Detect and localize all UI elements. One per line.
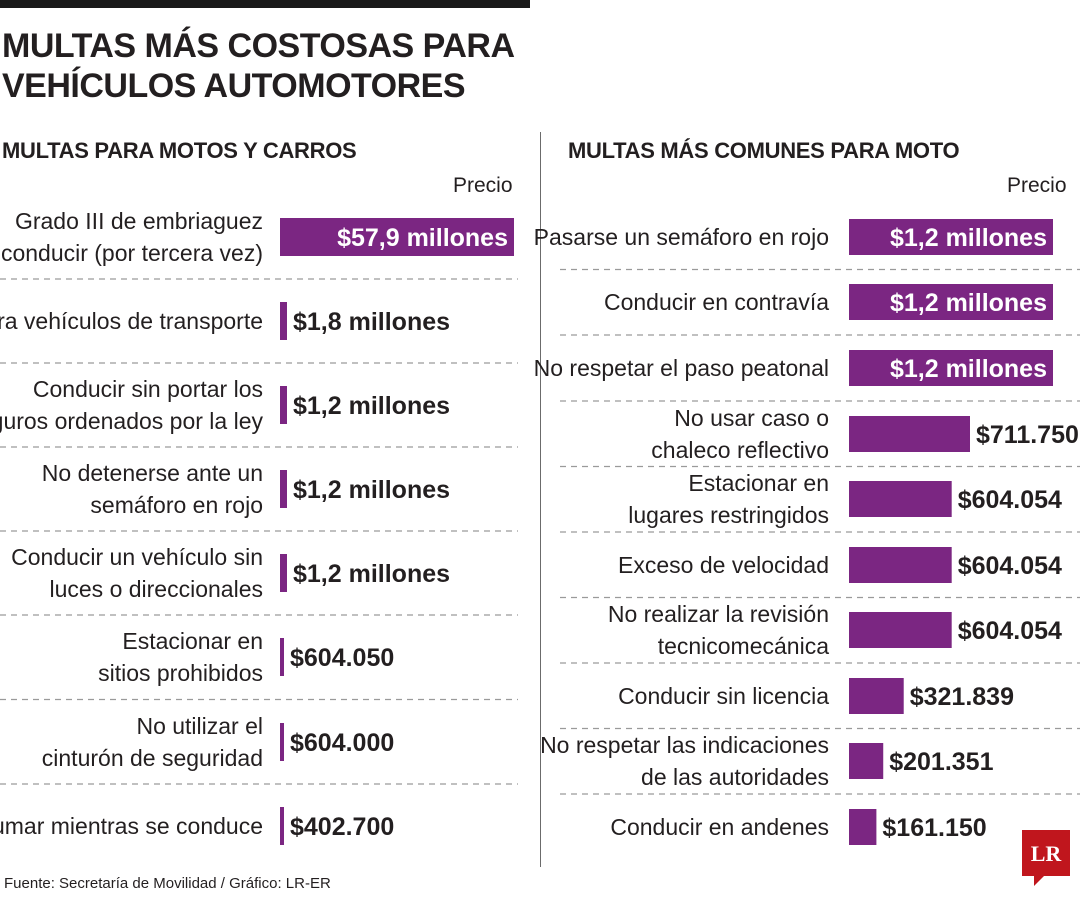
category-label: No usar caso o bbox=[674, 405, 829, 431]
category-label: Conducir sin portar los bbox=[33, 376, 263, 402]
bar bbox=[280, 554, 287, 592]
category-label: No respetar el paso peatonal bbox=[534, 355, 829, 381]
value-label: $321.839 bbox=[910, 683, 1014, 711]
right-price-header: Precio bbox=[1007, 174, 1067, 197]
left-chart-subtitle: MULTAS PARA MOTOS Y CARROS bbox=[2, 138, 357, 163]
category-label: tecnicomecánica bbox=[658, 633, 830, 659]
bar bbox=[849, 809, 877, 845]
lr-logo: LR bbox=[1022, 830, 1070, 886]
category-label: al conducir (por tercera vez) bbox=[0, 240, 263, 266]
top-rule bbox=[0, 0, 530, 8]
value-label: $1,2 millones bbox=[890, 224, 1047, 252]
category-label: Pasarse un semáforo en rojo bbox=[534, 224, 829, 250]
bar bbox=[280, 723, 284, 761]
category-label: No detenerse ante un bbox=[42, 460, 263, 486]
left-price-header: Precio bbox=[453, 174, 513, 197]
value-label: $1,2 millones bbox=[890, 355, 1047, 383]
bar bbox=[849, 350, 1053, 386]
bar bbox=[849, 219, 1053, 255]
category-label: semáforo en rojo bbox=[90, 492, 263, 518]
right-chart-subtitle: MULTAS MÁS COMUNES PARA MOTO bbox=[568, 138, 960, 163]
column-divider bbox=[540, 132, 541, 867]
value-label: $161.150 bbox=[882, 814, 986, 842]
category-label: No realizar la revisión bbox=[608, 601, 829, 627]
category-label: Fumar mientras se conduce bbox=[0, 813, 263, 839]
right-bar-chart: Pasarse un semáforo en rojo $1,2 millones… bbox=[534, 219, 1080, 845]
category-label: sitios prohibidos bbox=[98, 660, 263, 686]
category-label: Estacionar en bbox=[122, 628, 263, 654]
bar bbox=[280, 807, 284, 845]
bar bbox=[280, 638, 284, 676]
title-line-2: VEHÍCULOS AUTOMOTORES bbox=[2, 67, 466, 105]
category-label: de las autoridades bbox=[641, 764, 829, 790]
bar bbox=[849, 284, 1053, 320]
value-label: $57,9 millones bbox=[337, 224, 508, 252]
value-label: $1,2 millones bbox=[293, 560, 450, 588]
category-label: luces o direccionales bbox=[49, 576, 263, 602]
category-label: Conducir en contravía bbox=[604, 289, 829, 315]
category-label: Estacionar en bbox=[688, 470, 829, 496]
left-bar-chart: Grado III de embriaguez al conducir (por … bbox=[0, 208, 518, 845]
category-label: chaleco reflectivo bbox=[651, 437, 829, 463]
category-label: cinturón de seguridad bbox=[42, 745, 263, 771]
bar bbox=[849, 743, 884, 779]
category-label: Exceso de velocidad bbox=[618, 552, 829, 578]
bar bbox=[280, 386, 287, 424]
value-label: $1,2 millones bbox=[293, 392, 450, 420]
value-label: $402.700 bbox=[290, 813, 394, 841]
value-label: $1,2 millones bbox=[293, 476, 450, 504]
value-label: $711.750 bbox=[976, 421, 1079, 449]
title-line-1: MULTAS MÁS COSTOSAS PARA bbox=[2, 27, 515, 65]
category-label: Para vehículos de transporte bbox=[0, 308, 263, 334]
value-label: $604.054 bbox=[958, 486, 1062, 514]
category-label: seguros ordenados por la ley bbox=[0, 408, 263, 434]
value-label: $1,8 millones bbox=[293, 308, 450, 336]
category-label: Grado III de embriaguez bbox=[15, 208, 263, 234]
category-label: Conducir en andenes bbox=[610, 814, 829, 840]
value-label: $604.000 bbox=[290, 729, 394, 757]
value-label: $201.351 bbox=[889, 748, 993, 776]
bar bbox=[849, 416, 970, 452]
category-label: lugares restringidos bbox=[628, 502, 829, 528]
value-label: $1,2 millones bbox=[890, 289, 1047, 317]
bar bbox=[849, 547, 952, 583]
category-label: No utilizar el bbox=[136, 713, 263, 739]
category-label: Conducir sin licencia bbox=[618, 683, 829, 709]
bar bbox=[280, 218, 514, 256]
bar bbox=[849, 481, 952, 517]
bar bbox=[849, 678, 904, 714]
chart-title: MULTAS MÁS COSTOSAS PARA VEHÍCULOS AUTOM… bbox=[2, 26, 515, 106]
source-note: Fuente: Secretaría de Movilidad / Gráfic… bbox=[4, 875, 331, 892]
value-label: $604.054 bbox=[958, 617, 1062, 645]
bar bbox=[849, 612, 952, 648]
bar bbox=[280, 302, 287, 340]
value-label: $604.050 bbox=[290, 644, 394, 672]
logo-text: LR bbox=[1031, 841, 1063, 866]
category-label: Conducir un vehículo sin bbox=[11, 544, 263, 570]
bar bbox=[280, 470, 287, 508]
value-label: $604.054 bbox=[958, 552, 1062, 580]
category-label: No respetar las indicaciones bbox=[540, 732, 829, 758]
